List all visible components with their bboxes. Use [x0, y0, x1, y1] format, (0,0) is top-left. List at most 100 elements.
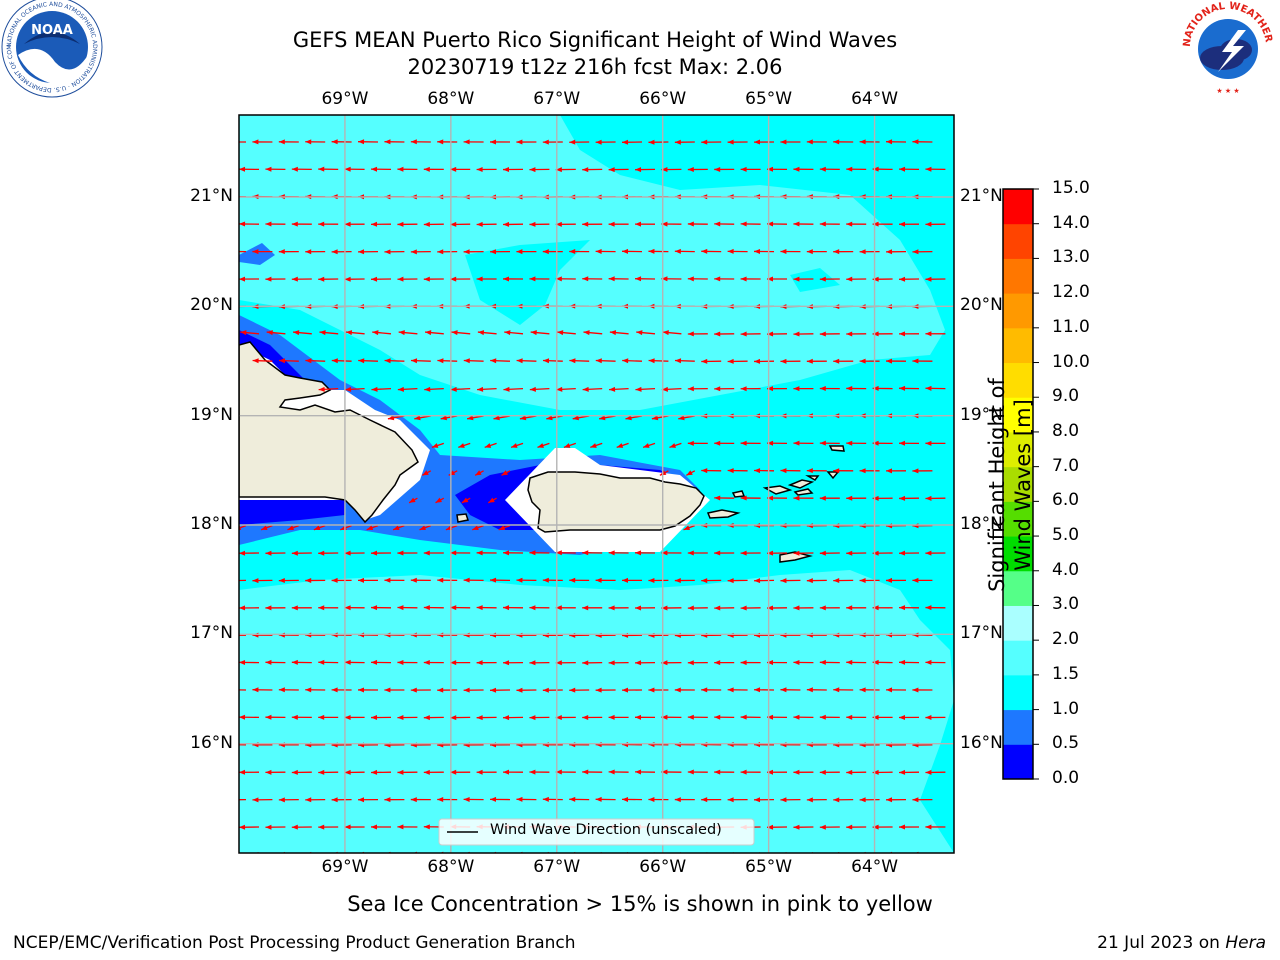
- wind-wave-arrow: [569, 358, 590, 364]
- wind-wave-arrow: [476, 605, 497, 611]
- lon-label-top: 66°W: [639, 89, 687, 109]
- wind-wave-arrow: [556, 386, 576, 392]
- wind-wave-arrow: [440, 415, 458, 421]
- wind-wave-arrow: [252, 249, 273, 255]
- chart-title: GEFS MEAN Puerto Rico Significant Height…: [292, 28, 898, 52]
- wind-wave-arrow: [727, 797, 748, 803]
- wind-wave-arrow: [872, 714, 893, 720]
- wind-wave-arrow: [701, 797, 722, 803]
- colorbar-segment: [1003, 258, 1033, 294]
- wind-wave-arrow: [239, 659, 260, 665]
- wind-wave-arrow: [260, 524, 273, 531]
- wind-wave-arrow: [648, 687, 669, 693]
- wind-wave-arrow: [899, 659, 920, 665]
- wind-wave-arrow: [582, 550, 603, 556]
- wind-wave-arrow: [687, 331, 708, 337]
- footer-date: 21 Jul 2023 on Hera: [1097, 933, 1266, 953]
- wind-wave-arrow: [529, 386, 550, 392]
- colorbar-tick-label: 4.0: [1052, 559, 1080, 580]
- wind-wave-arrow: [714, 331, 735, 337]
- wind-wave-arrow: [859, 687, 880, 693]
- wind-wave-arrow: [516, 249, 537, 255]
- wind-wave-arrow: [899, 769, 920, 775]
- colorbar-segment: [1003, 362, 1033, 398]
- wind-wave-arrow: [886, 358, 907, 364]
- wind-wave-arrow: [661, 386, 682, 392]
- wind-wave-arrow: [582, 714, 603, 720]
- wind-wave-arrow: [872, 166, 893, 172]
- wind-wave-arrow: [266, 330, 286, 336]
- wind-wave-arrow: [450, 605, 471, 611]
- wind-wave-arrow: [357, 577, 379, 583]
- wind-wave-arrow: [450, 276, 471, 282]
- wind-wave-arrow: [754, 248, 775, 254]
- wind-wave-arrow: [661, 769, 682, 775]
- wind-wave-arrow: [648, 248, 669, 254]
- wind-wave-arrow: [701, 139, 722, 145]
- wind-wave-arrow: [635, 221, 656, 227]
- lon-label-top: 69°W: [321, 89, 369, 109]
- wind-wave-arrow: [318, 166, 339, 172]
- wind-wave-arrow: [872, 550, 893, 556]
- wind-wave-arrow: [767, 714, 788, 720]
- wind-wave-arrow: [674, 358, 695, 364]
- wind-wave-arrow: [305, 358, 326, 364]
- wind-wave-arrow: [503, 550, 524, 556]
- wind-wave-arrow: [490, 687, 511, 693]
- wind-wave-arrow: [529, 550, 550, 556]
- wind-wave-arrow: [793, 605, 814, 611]
- wind-wave-arrow: [239, 141, 246, 143]
- wind-wave-arrow: [516, 139, 537, 145]
- wind-wave-arrow: [490, 577, 511, 583]
- wind-wave-arrow: [291, 824, 312, 830]
- wind-wave-arrow: [833, 358, 854, 364]
- colorbar-tick-label: 10.0: [1052, 351, 1090, 372]
- wind-wave-arrow: [572, 415, 590, 421]
- wind-wave-arrow: [846, 385, 867, 391]
- wind-wave-arrow: [305, 577, 326, 583]
- wind-wave-arrow: [451, 330, 471, 336]
- wind-wave-arrow: [239, 605, 260, 611]
- wind-wave-arrow: [421, 470, 432, 476]
- wind-wave-arrow: [767, 440, 788, 446]
- wind-wave-arrow: [252, 578, 273, 584]
- wind-wave-arrow: [687, 167, 708, 173]
- wind-wave-arrow: [450, 769, 471, 775]
- wind-wave-arrow: [490, 249, 511, 255]
- colorbar-tick-label: 13.0: [1052, 247, 1090, 268]
- wind-wave-arrow: [476, 550, 497, 556]
- wind-wave-arrow: [397, 605, 418, 611]
- wind-wave-arrow: [437, 797, 458, 803]
- wind-wave-arrow: [872, 331, 893, 337]
- wind-wave-arrow: [872, 605, 893, 611]
- lon-label-bottom: 66°W: [639, 857, 687, 877]
- wind-wave-arrow: [498, 524, 511, 531]
- wind-wave-arrow: [344, 769, 365, 775]
- wind-wave-arrow: [474, 470, 484, 476]
- wind-wave-arrow: [529, 221, 550, 227]
- wind-wave-arrow: [648, 577, 669, 583]
- wind-wave-arrow: [925, 440, 946, 446]
- wind-wave-arrow: [595, 248, 616, 254]
- wind-wave-arrow: [598, 415, 616, 421]
- wind-wave-arrow: [331, 687, 352, 693]
- wind-wave-arrow: [674, 139, 695, 145]
- wind-wave-arrow: [635, 605, 656, 611]
- wind-wave-arrow: [846, 276, 867, 282]
- wind-wave-arrow: [727, 248, 748, 254]
- wind-wave-arrow: [435, 497, 445, 504]
- wind-wave-arrow: [833, 468, 854, 474]
- wind-wave-arrow: [714, 221, 735, 227]
- wind-wave-arrow: [529, 605, 550, 611]
- wind-wave-arrow: [819, 714, 840, 720]
- wind-wave-arrow: [510, 442, 524, 449]
- wind-wave-arrow: [371, 386, 392, 392]
- colorbar-tick-label: 15.0: [1052, 178, 1090, 198]
- wind-wave-arrow: [239, 550, 260, 556]
- wind-wave-arrow: [398, 330, 418, 336]
- wind-wave-arrow: [661, 276, 682, 282]
- wind-wave-arrow: [819, 221, 840, 227]
- wind-wave-arrow: [239, 744, 247, 746]
- wind-wave-arrow: [793, 495, 814, 501]
- colorbar-segment: [1003, 223, 1033, 259]
